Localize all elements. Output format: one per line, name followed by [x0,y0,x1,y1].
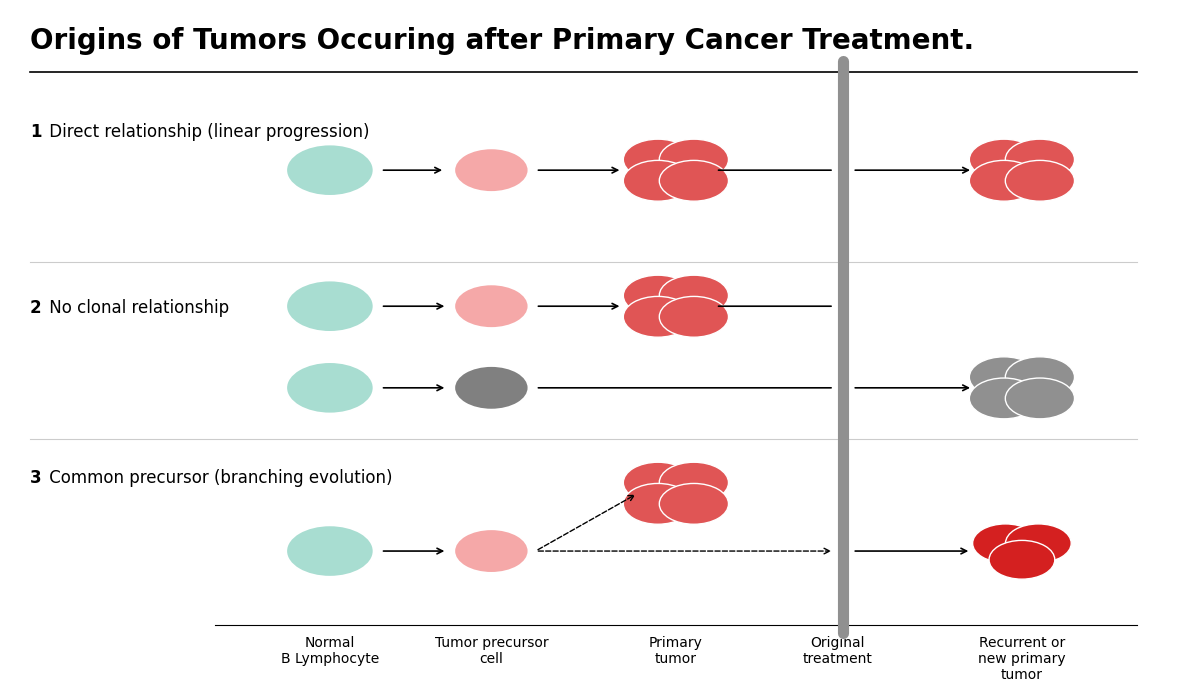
Circle shape [623,275,692,316]
Circle shape [286,281,373,332]
Text: Common precursor (branching evolution): Common precursor (branching evolution) [44,470,392,487]
Circle shape [286,144,373,196]
Circle shape [454,366,529,410]
Circle shape [973,524,1038,563]
Circle shape [659,275,728,316]
Circle shape [659,296,728,337]
Circle shape [454,148,529,192]
Circle shape [623,462,692,503]
Circle shape [1006,524,1072,563]
Text: 2: 2 [30,300,42,317]
Circle shape [989,540,1055,579]
Text: Normal
B Lymphocyte: Normal B Lymphocyte [281,636,379,666]
Circle shape [970,357,1038,398]
Circle shape [659,160,728,201]
Circle shape [970,378,1038,419]
Text: Direct relationship (linear progression): Direct relationship (linear progression) [44,122,370,141]
Circle shape [623,484,692,524]
Circle shape [623,160,692,201]
Circle shape [970,139,1038,180]
Circle shape [659,139,728,180]
Circle shape [286,362,373,414]
Circle shape [623,296,692,337]
Circle shape [970,160,1038,201]
Circle shape [454,284,529,328]
Circle shape [623,139,692,180]
Circle shape [659,462,728,503]
Text: Tumor precursor
cell: Tumor precursor cell [434,636,548,666]
Circle shape [659,484,728,524]
Circle shape [454,529,529,573]
Text: 3: 3 [30,470,42,487]
Text: 1: 1 [30,122,42,141]
Text: Original
treatment: Original treatment [803,636,872,666]
Text: Primary
tumor: Primary tumor [649,636,703,666]
Circle shape [286,525,373,577]
Circle shape [1006,357,1074,398]
Text: Origins of Tumors Occuring after Primary Cancer Treatment.: Origins of Tumors Occuring after Primary… [30,27,974,55]
Circle shape [1006,160,1074,201]
Circle shape [1006,139,1074,180]
Text: Recurrent or
new primary
tumor: Recurrent or new primary tumor [978,636,1066,682]
Circle shape [1006,378,1074,419]
Text: No clonal relationship: No clonal relationship [44,300,229,317]
